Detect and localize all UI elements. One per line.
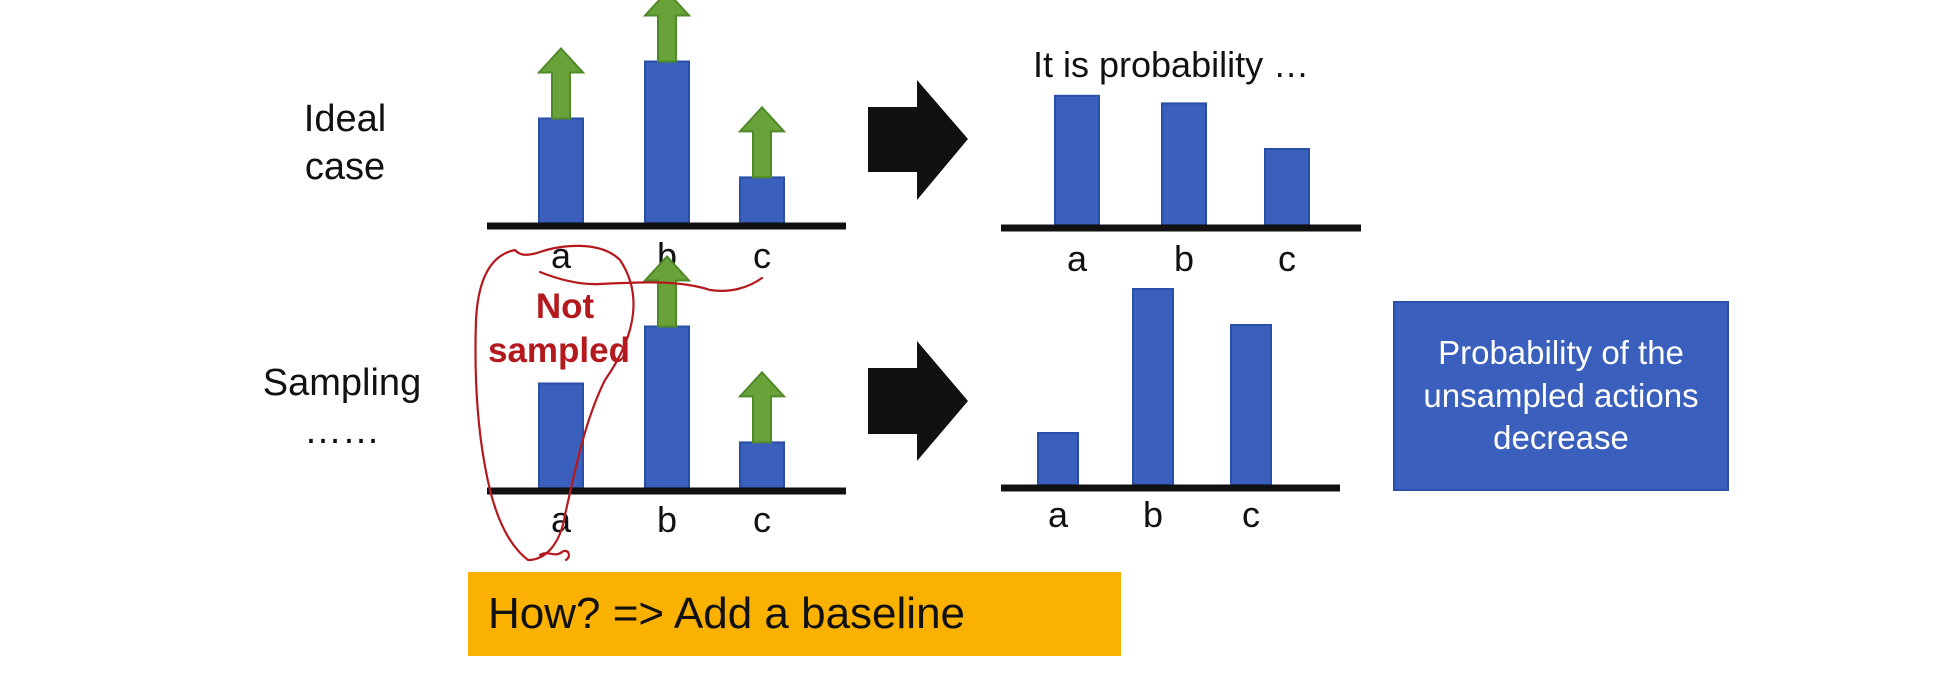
bar-c [739, 441, 785, 489]
chart-ideal-after: It is probability … a b c [1001, 44, 1361, 279]
tick-label-a: a [551, 499, 572, 540]
right-arrow-icon [868, 341, 968, 461]
bar-a [1054, 94, 1100, 226]
bar-a [538, 382, 584, 489]
tick-label-c: c [1242, 494, 1260, 535]
banner-text: How? => Add a baseline [488, 589, 966, 638]
bar-a [538, 117, 584, 224]
bar-b [1161, 102, 1207, 226]
handwritten-annotation: Not sampled [474, 244, 764, 562]
right-arrow-icon [868, 80, 968, 200]
bar-c [1264, 148, 1310, 226]
bar-b [644, 60, 690, 224]
tick-label-b: b [1143, 494, 1163, 535]
chart-ideal-before: abc [487, 0, 846, 276]
tick-label-a: a [551, 235, 572, 276]
tick-label-c: c [753, 235, 771, 276]
chart-sampling-after: a b c [1001, 288, 1340, 535]
callout-box: Probability of the unsampled actions dec… [1393, 301, 1729, 491]
bar-a [1037, 432, 1079, 486]
tick-label-a: a [1048, 494, 1069, 535]
up-arrow-icon [642, 255, 692, 328]
tick-label-a: a [1067, 238, 1088, 279]
bar-c [1230, 324, 1272, 486]
banner: How? => Add a baseline [468, 572, 1121, 656]
tick-label-c: c [753, 499, 771, 540]
row-label-sampling: Sampling …… [252, 360, 432, 455]
annotation-text-line2: sampled [488, 331, 630, 370]
up-arrow-icon [737, 370, 787, 444]
tick-label-b: b [1174, 238, 1194, 279]
row-label-sampling-text: Sampling …… [262, 362, 422, 452]
up-arrow-icon [642, 0, 692, 63]
callout-text: Probability of the unsampled actions dec… [1423, 333, 1699, 457]
up-arrow-icon [536, 47, 586, 120]
bar-c [739, 176, 785, 224]
row-label-ideal: Ideal case [280, 96, 410, 191]
up-arrow-icon [737, 105, 787, 179]
tick-label-b: b [657, 499, 677, 540]
annotation-text-line1: Not [536, 287, 595, 326]
bar-b [1132, 288, 1174, 486]
chart-title: It is probability … [1033, 44, 1309, 85]
tick-label-c: c [1278, 238, 1296, 279]
bar-b [644, 325, 690, 489]
row-label-ideal-text: Ideal case [303, 98, 387, 188]
